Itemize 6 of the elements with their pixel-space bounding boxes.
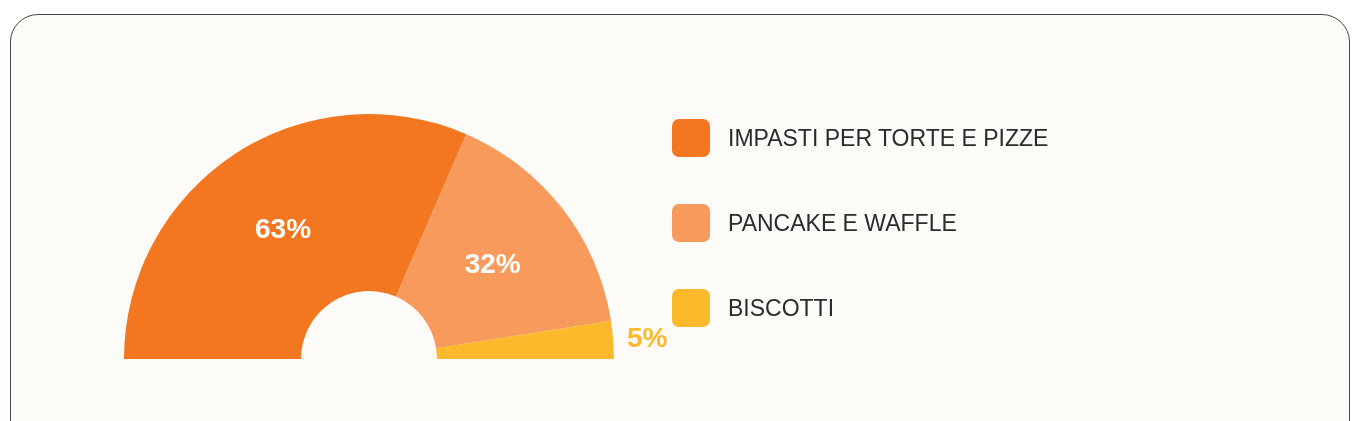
- legend-label: BISCOTTI: [728, 294, 835, 322]
- legend-label: IMPASTI PER TORTE E PIZZE: [728, 124, 1049, 152]
- data-label: 32%: [464, 247, 521, 279]
- data-label: 63%: [255, 212, 312, 244]
- legend-label: PANCAKE E WAFFLE: [728, 209, 957, 237]
- data-label: 5%: [626, 321, 668, 353]
